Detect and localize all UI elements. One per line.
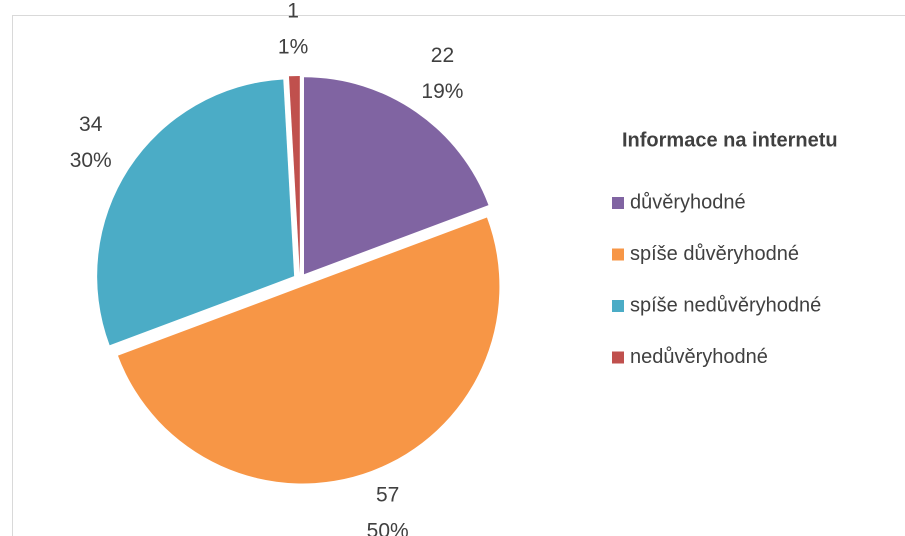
legend-text: důvěryhodné	[630, 191, 746, 213]
pie-slice	[117, 217, 500, 484]
data-label: 1	[287, 0, 299, 23]
legend-swatch	[612, 351, 624, 364]
percent-label: 1%	[278, 36, 308, 59]
legend-text: spíše důvěryhodné	[630, 243, 799, 265]
pie-slice	[288, 76, 300, 274]
percent-label: 19%	[421, 80, 463, 103]
legend-swatch	[612, 197, 624, 209]
legend-title: Informace na internetu	[622, 129, 838, 151]
percent-label: 30%	[70, 149, 112, 172]
legend-swatch	[612, 300, 624, 312]
pie-slice	[97, 79, 295, 346]
data-label: 22	[431, 44, 454, 67]
legend-swatch	[612, 248, 624, 261]
pie-slice	[303, 77, 489, 275]
percent-label: 50%	[367, 520, 409, 536]
data-label: 57	[376, 484, 399, 507]
data-label: 34	[79, 113, 103, 136]
legend-text: nedůvěryhodné	[630, 346, 768, 368]
legend-text: spíše nedůvěryhodné	[630, 294, 821, 316]
